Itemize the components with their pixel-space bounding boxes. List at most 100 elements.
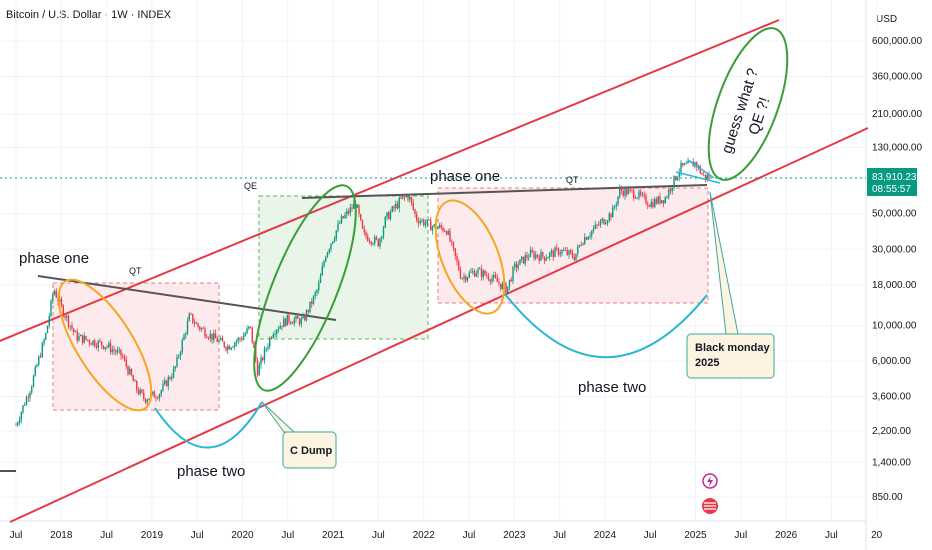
candle-body (139, 389, 141, 395)
candle-body (699, 166, 701, 174)
candle-body (66, 315, 68, 318)
candle-body (281, 325, 283, 328)
candle-body (664, 197, 666, 204)
candle-body (46, 325, 49, 334)
candle-body (326, 252, 329, 258)
candle-body (249, 326, 252, 328)
upper-channel-line (0, 19, 780, 342)
candle-body (654, 199, 656, 208)
candle-body (304, 316, 306, 321)
lightning-icon (707, 476, 713, 487)
qt-zone-box-right (437, 187, 709, 304)
candle-body (452, 241, 455, 249)
candle-body (101, 341, 103, 346)
time-tick-label: 2019 (141, 530, 164, 541)
candle-body (192, 313, 194, 323)
candle-body (624, 188, 626, 196)
candle-body (591, 230, 593, 236)
candle-body (545, 258, 547, 261)
price-tick-label: 6,000.00 (872, 356, 911, 367)
candle-body (165, 380, 168, 387)
candle-body (220, 338, 222, 340)
candle-body (472, 271, 474, 273)
candle-body (71, 325, 73, 329)
candle-body (465, 276, 467, 281)
candle-body (377, 239, 379, 247)
time-tick-label: 2024 (594, 530, 617, 541)
candle-body (473, 271, 476, 277)
candle-body (538, 256, 540, 261)
phase-two-arc-left (154, 401, 263, 449)
candle-body (566, 250, 568, 255)
downtrend-line-left (37, 275, 337, 321)
candle-body (517, 264, 519, 269)
candle-body (568, 250, 570, 255)
qt-zone-box-left (52, 282, 220, 411)
flag-stripes-icon (704, 502, 716, 510)
candle-body (682, 162, 684, 166)
candle-body (335, 230, 337, 239)
candle-body (162, 383, 164, 391)
candle-body (515, 263, 518, 269)
candle-body (53, 291, 56, 295)
time-tick-label: Jul (644, 530, 657, 541)
candle-body (391, 206, 393, 212)
phase-two-label-right: phase two (578, 379, 646, 396)
candle-body (540, 252, 542, 261)
candle-body (157, 397, 159, 399)
candle-body (288, 314, 290, 322)
candle-body (669, 189, 672, 192)
candle-body (200, 328, 203, 330)
candle-body (337, 223, 339, 231)
candle-body (22, 405, 24, 413)
candle-body (424, 223, 427, 226)
candle-body (312, 295, 315, 304)
candle-body (302, 316, 304, 319)
candle-body (395, 203, 397, 209)
candle-body (108, 343, 110, 347)
time-tick-label: 20 (871, 530, 883, 541)
candle-body (309, 301, 311, 313)
candle-body (631, 189, 633, 191)
resistance-line-right (301, 184, 708, 199)
event-icons[interactable] (702, 473, 718, 514)
price-axis[interactable]: 600,000.00 360,000.00 210,000.00 130,000.00… (872, 36, 922, 503)
candle-body (94, 340, 96, 347)
candle-body (214, 333, 217, 339)
candle-body (615, 204, 617, 207)
price-tick-label: 10,000.00 (872, 321, 917, 332)
candle-body (155, 397, 157, 399)
candle-body (284, 318, 287, 326)
candle-body (510, 279, 512, 282)
candle-body (193, 322, 196, 324)
candle-body (379, 238, 381, 247)
candle-body (645, 195, 647, 204)
candle-body (416, 213, 418, 221)
price-tick-label: 1,400.00 (872, 457, 911, 468)
candle-body (221, 338, 224, 342)
time-tick-label: Jul (100, 530, 113, 541)
candle-body (104, 347, 106, 349)
candle-body (430, 220, 432, 231)
candle-body (648, 205, 651, 207)
candle-body (619, 188, 621, 197)
candle-body (605, 222, 607, 225)
candle-body (305, 310, 308, 321)
candle-body (74, 331, 77, 333)
candle-body (547, 257, 549, 259)
candle-body (466, 277, 469, 281)
candle-body (386, 212, 388, 217)
candle-body (237, 337, 239, 342)
candle-body (169, 377, 171, 379)
candle-body (484, 270, 486, 275)
candle-body (311, 301, 313, 304)
price-tick-label: 3,600.00 (872, 392, 911, 403)
candle-body (426, 219, 428, 224)
candle-body (122, 355, 124, 358)
candle-body (199, 326, 201, 330)
candle-body (536, 254, 539, 257)
candle-body (398, 198, 400, 209)
time-axis[interactable]: Jul 2018 Jul 2019 Jul 2020 Jul 2021 Jul 2022 Jul 20… (10, 530, 883, 541)
candle-body (444, 231, 446, 232)
